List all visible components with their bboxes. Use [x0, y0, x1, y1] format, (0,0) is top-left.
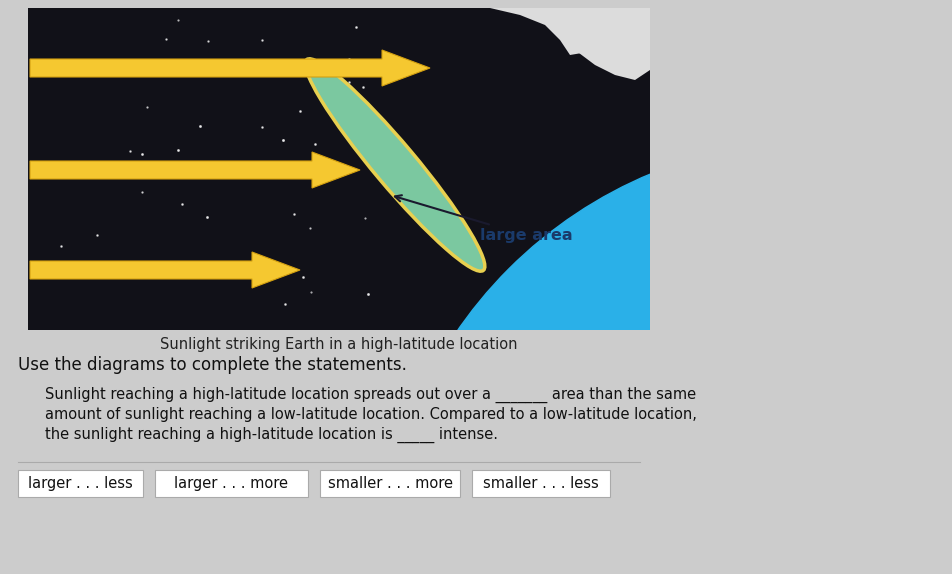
Bar: [28, 8, 650, 330]
Text: Sunlight reaching a high-latitude location spreads out over a _______ area than : Sunlight reaching a high-latitude locati…: [45, 387, 696, 403]
Bar: [320, 470, 460, 497]
Circle shape: [380, 140, 952, 574]
Text: Use the diagrams to complete the statements.: Use the diagrams to complete the stateme…: [18, 356, 407, 374]
Polygon shape: [30, 152, 360, 188]
Bar: [18, 470, 143, 497]
Ellipse shape: [306, 59, 485, 271]
Polygon shape: [490, 8, 650, 55]
Text: larger . . . less: larger . . . less: [29, 476, 133, 491]
Polygon shape: [30, 252, 300, 288]
Polygon shape: [565, 8, 650, 80]
Text: large area: large area: [395, 195, 572, 243]
Text: Sunlight striking Earth in a high-latitude location: Sunlight striking Earth in a high-latitu…: [160, 338, 518, 352]
Text: smaller . . . more: smaller . . . more: [327, 476, 452, 491]
Bar: [155, 470, 308, 497]
Bar: [472, 470, 610, 497]
Text: the sunlight reaching a high-latitude location is _____ intense.: the sunlight reaching a high-latitude lo…: [45, 427, 498, 443]
Text: amount of sunlight reaching a low-latitude location. Compared to a low-latitude : amount of sunlight reaching a low-latitu…: [45, 408, 697, 422]
Polygon shape: [30, 50, 430, 86]
Text: smaller . . . less: smaller . . . less: [483, 476, 599, 491]
Text: larger . . . more: larger . . . more: [174, 476, 288, 491]
